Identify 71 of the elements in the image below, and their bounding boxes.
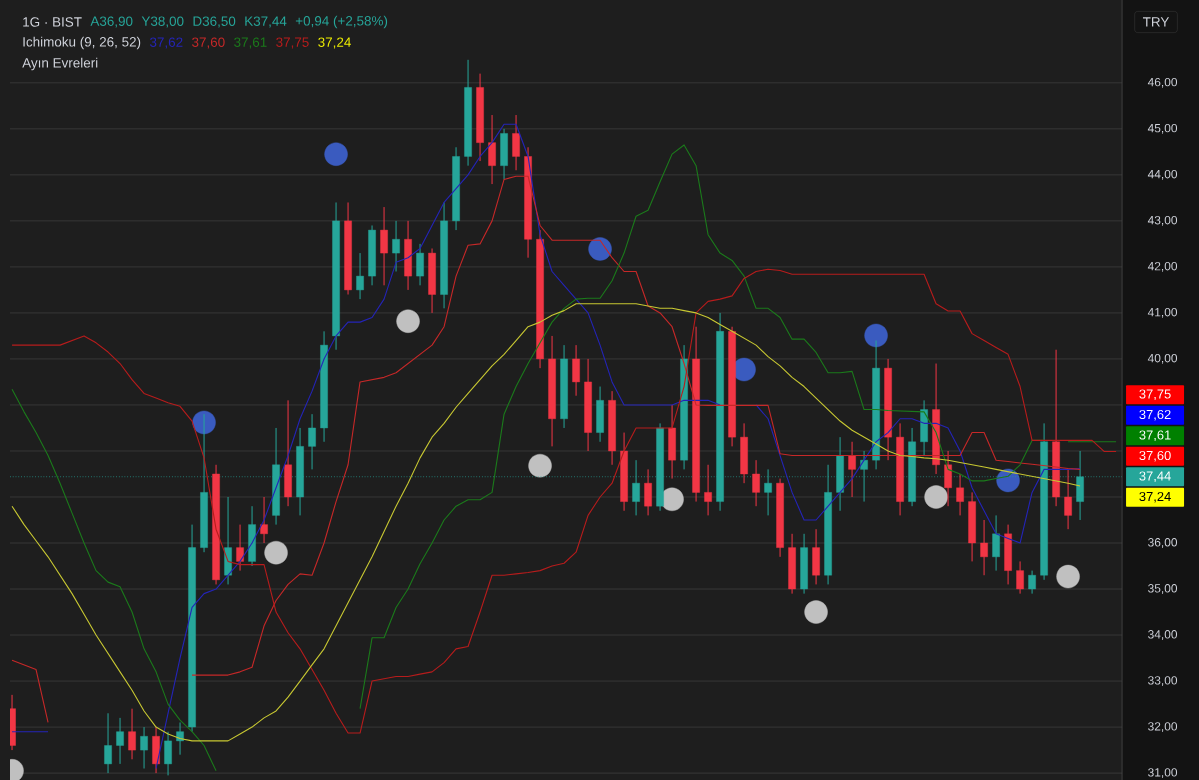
candlestick bbox=[488, 114, 496, 185]
annotation: Ayın Evreleri bbox=[22, 57, 98, 71]
point bbox=[804, 600, 828, 624]
candlestick bbox=[1028, 570, 1036, 595]
annotation: 37,62 bbox=[149, 37, 183, 49]
text: 1G · BIST bbox=[23, 17, 82, 27]
candlestick bbox=[644, 468, 652, 516]
y-tick-label: 35,00 bbox=[1148, 584, 1178, 594]
y-tick-label: 40,00 bbox=[1147, 354, 1178, 364]
point bbox=[588, 237, 612, 261]
annotation: 37,75 bbox=[276, 37, 309, 49]
y-tick-label: 44,00 bbox=[1147, 169, 1178, 180]
candlestick bbox=[704, 464, 712, 516]
annotation: 37,61 bbox=[234, 37, 267, 49]
point bbox=[396, 309, 420, 333]
candlestick bbox=[764, 468, 772, 516]
candlestick bbox=[572, 344, 580, 397]
text: TRY bbox=[1142, 17, 1170, 27]
annotation: K37,44 bbox=[245, 16, 287, 28]
annotation: +0,94 (+2,58%) bbox=[295, 15, 388, 29]
candlestick bbox=[140, 726, 148, 769]
y-tick-label: 34,00 bbox=[1148, 630, 1178, 640]
candlestick bbox=[128, 708, 136, 760]
y-tick-label: 45,00 bbox=[1147, 123, 1178, 134]
y-tick-label: 42,00 bbox=[1147, 261, 1178, 272]
text: 37,62 bbox=[1139, 409, 1171, 421]
point bbox=[324, 142, 348, 166]
y-tick-label: 36,00 bbox=[1148, 538, 1178, 548]
annotation: A36,90 bbox=[90, 16, 133, 28]
y-tick-label: 33,00 bbox=[1148, 676, 1178, 686]
y-tick-label: 41,00 bbox=[1147, 307, 1178, 318]
candlestick bbox=[104, 712, 112, 774]
ref-line-label: 37,44 bbox=[1139, 471, 1171, 483]
y-tick-label: 31,00 bbox=[1148, 768, 1178, 779]
text: 37,24 bbox=[1139, 491, 1171, 503]
point bbox=[864, 323, 888, 348]
text: 37,61 bbox=[1139, 430, 1171, 442]
candlestick bbox=[992, 514, 1000, 572]
candlestick bbox=[116, 717, 124, 765]
text: 37,60 bbox=[1139, 450, 1171, 462]
annotation: Ichimoku (9, 26, 52) bbox=[23, 36, 141, 50]
candlestick bbox=[848, 441, 856, 498]
candlestick bbox=[392, 220, 400, 272]
candlestick bbox=[236, 524, 244, 572]
candlestick bbox=[260, 496, 268, 544]
candlestick bbox=[1016, 560, 1024, 595]
annotation: Y38,00 bbox=[141, 16, 184, 28]
point bbox=[1056, 564, 1080, 589]
candlestick bbox=[944, 450, 952, 507]
candlestick bbox=[1064, 468, 1072, 530]
annotation: 37,60 bbox=[192, 37, 225, 49]
annotation: 37,24 bbox=[318, 37, 351, 49]
point bbox=[660, 487, 684, 511]
candlestick bbox=[416, 243, 424, 286]
candlestick bbox=[176, 721, 184, 756]
candlestick bbox=[512, 114, 520, 171]
y-tick-label: 43,00 bbox=[1147, 215, 1178, 226]
candlestick bbox=[356, 252, 364, 300]
candlestick bbox=[980, 519, 988, 576]
candlestick bbox=[752, 459, 760, 507]
point bbox=[264, 540, 288, 565]
y-tick-label: 32,00 bbox=[1148, 722, 1178, 733]
point bbox=[528, 454, 552, 478]
candlestick bbox=[380, 206, 388, 286]
point bbox=[924, 485, 948, 509]
candlestick bbox=[164, 731, 172, 776]
annotation: D36,50 bbox=[193, 16, 236, 28]
candlestick bbox=[308, 413, 316, 470]
y-tick-label: 46,00 bbox=[1147, 77, 1178, 88]
candlestick bbox=[956, 473, 964, 516]
text: 37,75 bbox=[1139, 389, 1171, 401]
